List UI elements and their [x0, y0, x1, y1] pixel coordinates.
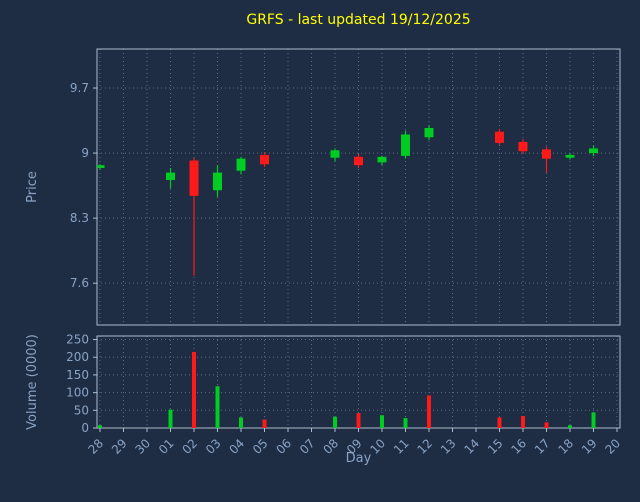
volume-tick-label: 250	[66, 333, 89, 347]
gridlines	[97, 49, 620, 428]
candle-12	[424, 125, 434, 141]
volume-tick-label: 50	[74, 403, 89, 417]
x-axis-label: Day	[345, 451, 372, 466]
candle-01	[166, 167, 175, 189]
price-axes-frame	[96, 48, 621, 326]
volume-bars	[98, 351, 596, 428]
volume-bar-10	[380, 415, 384, 428]
volume-bar-11	[403, 418, 408, 428]
volume-bar-17	[544, 422, 549, 428]
candle-16	[518, 139, 528, 154]
volume-tick-label: 150	[66, 368, 89, 382]
volume-bar-02	[192, 351, 196, 428]
volume-bar-04	[239, 417, 243, 428]
candle-03	[213, 165, 222, 197]
volume-bar-01	[168, 409, 173, 428]
volume-tick-label: 100	[66, 386, 89, 400]
price-tick-label: 8.3	[70, 211, 89, 225]
volume-tick-label: 0	[81, 421, 89, 435]
chart-title: GRFS - last updated 19/12/2025	[246, 12, 471, 28]
price-tick-label: 7.6	[70, 276, 89, 290]
candle-28	[97, 164, 105, 170]
volume-bar-19	[591, 412, 596, 428]
candle-10	[377, 155, 387, 166]
candle-09	[354, 154, 363, 168]
stock-chart: 9.7 9 8.3 7.6 0 50 100 150 200 250 28 29 30 01 02 03 04 0…	[25, 12, 623, 466]
volume-bar-12	[427, 395, 431, 428]
volume-bar-15	[497, 417, 502, 428]
volume-bar-28	[98, 425, 102, 428]
candles	[97, 125, 598, 276]
tick-marks	[93, 87, 618, 432]
price-tick-label: 9	[81, 146, 89, 160]
candle-05	[260, 152, 269, 168]
volume-bar-18	[568, 425, 572, 428]
volume-tick-label: 200	[66, 350, 89, 364]
candle-08	[330, 148, 340, 162]
volume-bar-05	[262, 419, 267, 428]
volume-bar-03	[215, 386, 220, 428]
volume-bar-16	[521, 415, 525, 428]
candle-15	[495, 128, 504, 145]
candle-18	[565, 153, 575, 160]
volume-bar-08	[333, 416, 337, 428]
volume-bar-09	[356, 413, 361, 428]
candle-02	[189, 157, 199, 276]
candle-04	[236, 156, 246, 175]
candle-19	[589, 145, 598, 156]
candle-11	[401, 130, 410, 159]
price-tick-label: 9.7	[70, 81, 89, 95]
candle-17	[542, 146, 551, 173]
volume-axis-label: Volume (0000)	[25, 334, 40, 430]
